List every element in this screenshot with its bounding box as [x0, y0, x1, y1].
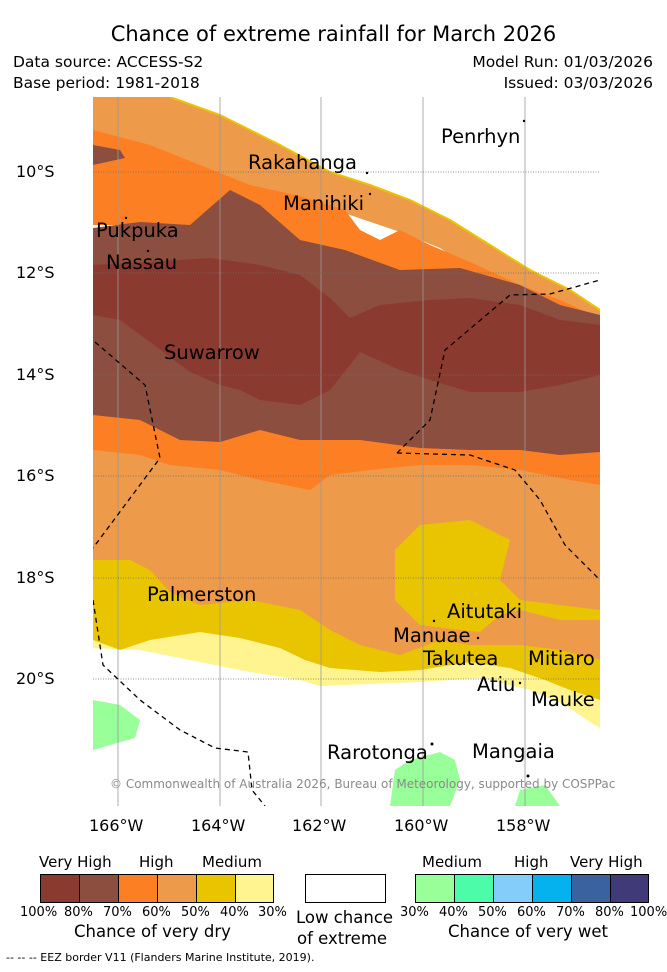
- legend-wet-colorbar: [415, 874, 649, 903]
- zone-wet-30-40-west: [93, 700, 140, 750]
- legend-dry-tick-100: 100%: [20, 905, 58, 920]
- legend-wet-tick-30: 30%: [400, 905, 429, 920]
- legend-wet-swatch-2: [454, 874, 494, 903]
- island-takutea: Takutea: [423, 647, 499, 670]
- island-mitiaro: Mitiaro: [528, 647, 595, 670]
- island-atiu: Atiu: [477, 673, 516, 696]
- lat-tick-20s: 20°S: [16, 669, 55, 688]
- legend-wet-tick-70: 70%: [556, 905, 585, 920]
- zone-wet-30-40-south: [390, 752, 460, 806]
- lat-tick-18s: 18°S: [16, 568, 55, 587]
- legend-wet-tick-80: 80%: [595, 905, 624, 920]
- island-penrhyn: Penrhyn: [441, 125, 521, 148]
- island-mauke: Mauke: [531, 688, 595, 711]
- legend-dry-tick-60: 60%: [142, 905, 171, 920]
- island-rakahanga: Rakahanga: [248, 151, 357, 174]
- island-aitutaki: Aitutaki: [447, 600, 523, 623]
- legend-dry-tick-80: 80%: [64, 905, 93, 920]
- lon-tick-158w: 158°W: [496, 816, 551, 835]
- legend-dry-heading-medium: Medium: [202, 853, 262, 871]
- legend-wet-tick-40: 40%: [439, 905, 468, 920]
- lat-tick-14s: 14°S: [16, 365, 55, 384]
- legend-low-caption-2: of extreme: [297, 929, 388, 948]
- issued-text: Issued: 03/03/2026: [503, 74, 653, 92]
- lat-tick-16s: 16°S: [16, 466, 55, 485]
- legend-wet-heading-high: High: [514, 853, 549, 871]
- legend-wet-swatch-3: [493, 874, 533, 903]
- lat-tick-12s: 12°S: [16, 263, 55, 282]
- legend-dry-heading-high: High: [139, 853, 174, 871]
- eez-footnote: -- -- -- EEZ border V11 (Flanders Marine…: [6, 951, 315, 964]
- lon-tick-160w: 160°W: [394, 816, 449, 835]
- legend-wet-swatch-5: [571, 874, 611, 903]
- eez-border: [93, 279, 600, 806]
- legend-dry-swatch-1: [40, 874, 80, 903]
- legend-dry-tick-40: 40%: [220, 905, 249, 920]
- legend-dry-swatch-3: [118, 874, 158, 903]
- legend-dry-swatch-5: [196, 874, 236, 903]
- island-rarotonga: Rarotonga: [327, 741, 428, 764]
- legend-wet-swatch-6: [610, 874, 649, 903]
- base-period-text: Base period: 1981-2018: [13, 74, 200, 92]
- legend-low-caption-1: Low chance: [296, 908, 394, 927]
- graticule: [117, 97, 526, 806]
- legend-wet-heading-very-high: Very High: [570, 853, 643, 871]
- copyright-notice: © Commonwealth of Australia 2026, Bureau…: [110, 777, 616, 791]
- island-nassau: Nassau: [106, 251, 178, 274]
- legend-dry-heading-very-high: Very High: [39, 853, 112, 871]
- legend-wet-heading-medium: Medium: [422, 853, 482, 871]
- lon-tick-166w: 166°W: [89, 816, 144, 835]
- island-mangaia: Mangaia: [472, 740, 555, 763]
- legend-dry-tick-50: 50%: [181, 905, 210, 920]
- island-pukpuka: Pukpuka: [96, 219, 179, 242]
- legend-wet-tick-100: 100%: [630, 905, 667, 920]
- legend-dry-swatch-4: [157, 874, 197, 903]
- legend-low-swatch: [305, 874, 386, 903]
- model-run-text: Model Run: 01/03/2026: [472, 53, 653, 71]
- legend-wet-swatch-4: [532, 874, 572, 903]
- lon-tick-162w: 162°W: [292, 816, 347, 835]
- lat-tick-10s: 10°S: [16, 162, 55, 181]
- legend-wet-caption: Chance of very wet: [448, 922, 608, 941]
- legend-dry-swatch-6: [235, 874, 274, 903]
- legend-wet-tick-50: 50%: [478, 905, 507, 920]
- legend-dry-tick-70: 70%: [103, 905, 132, 920]
- legend-dry-swatch-2: [79, 874, 119, 903]
- island-manihiki: Manihiki: [283, 192, 365, 215]
- lon-tick-164w: 164°W: [191, 816, 246, 835]
- data-source-text: Data source: ACCESS-S2: [13, 53, 204, 71]
- island-palmerston: Palmerston: [147, 583, 257, 606]
- legend-dry-tick-30: 30%: [258, 905, 287, 920]
- map-plot-area: [93, 97, 600, 806]
- legend-dry-colorbar: [40, 874, 274, 903]
- island-suwarrow: Suwarrow: [164, 341, 260, 364]
- map-title: Chance of extreme rainfall for March 202…: [110, 22, 557, 46]
- legend-wet-tick-60: 60%: [517, 905, 546, 920]
- island-manuae: Manuae: [393, 624, 471, 647]
- legend-wet-swatch-1: [415, 874, 455, 903]
- legend-dry-caption: Chance of very dry: [74, 922, 231, 941]
